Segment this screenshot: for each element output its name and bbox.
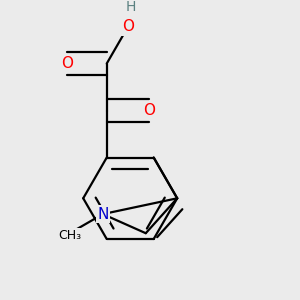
Text: O: O bbox=[143, 103, 155, 118]
Text: N: N bbox=[97, 207, 109, 222]
Text: CH₃: CH₃ bbox=[58, 229, 82, 242]
Text: O: O bbox=[122, 20, 134, 34]
Text: H: H bbox=[126, 0, 136, 14]
Text: O: O bbox=[61, 56, 73, 71]
